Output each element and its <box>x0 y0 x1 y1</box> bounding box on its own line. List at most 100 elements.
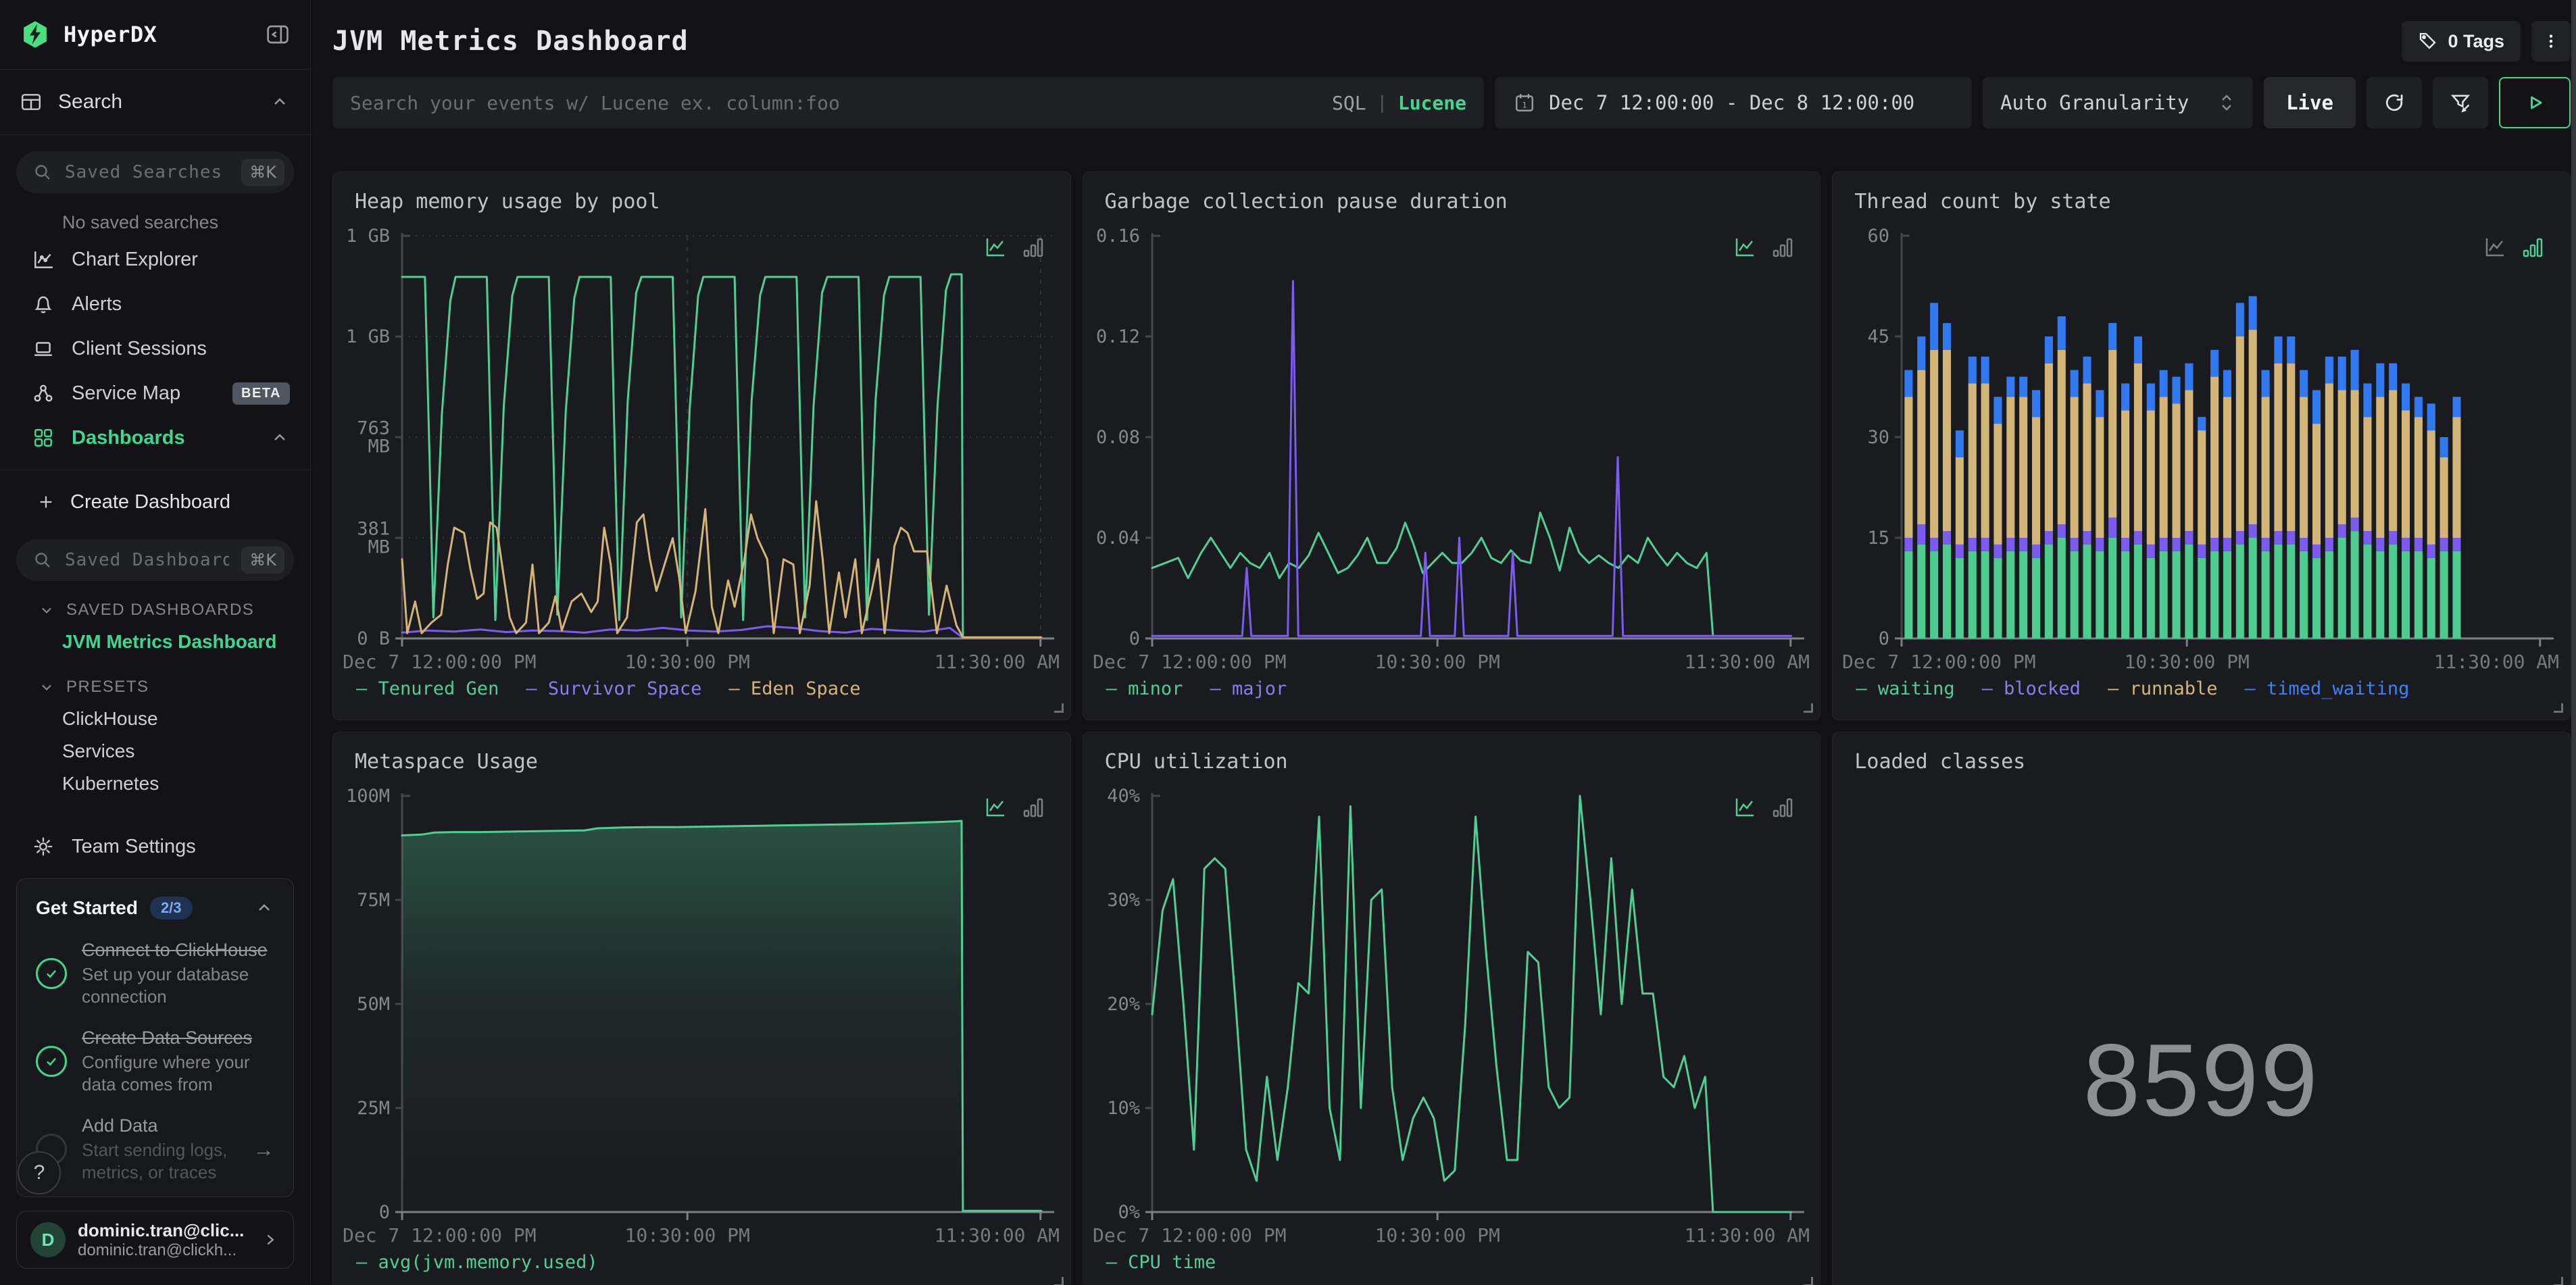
legend-item[interactable]: — Survivor Space <box>526 678 702 699</box>
chart-panel-thread-count: Thread count by state 0 15 30 45 60 Dec 7 12:… <box>1832 172 2571 720</box>
svg-text:40%: 40% <box>1107 786 1140 807</box>
run-query-button[interactable] <box>2499 77 2571 128</box>
tags-button[interactable]: 0 Tags <box>2402 21 2521 61</box>
chart-type-toggle[interactable] <box>984 796 1045 819</box>
saved-dashboards-input[interactable]: Saved Dashboards ⌘K <box>16 539 294 581</box>
saved-searches-input[interactable]: Saved Searches ⌘K <box>16 151 294 193</box>
chart-type-toggle[interactable] <box>2483 236 2544 259</box>
legend-item[interactable]: — Eden Space <box>728 678 861 699</box>
legend-item[interactable]: — avg(jvm.memory.used) <box>356 1252 598 1273</box>
chart-canvas[interactable]: 0 25M 50M 75M 100M Dec 7 12:00:00 PM 10:30:00 … <box>340 785 1061 1246</box>
sidebar-item-service-map[interactable]: Service Map BETA <box>0 371 310 415</box>
sidebar-item-search[interactable]: Search <box>0 69 310 135</box>
resize-handle[interactable] <box>1804 703 1814 713</box>
legend-item[interactable]: — timed_waiting <box>2244 678 2410 699</box>
svg-text:100M: 100M <box>346 786 390 807</box>
legend-item[interactable]: — waiting <box>1856 678 1955 699</box>
sidebar-item-jvm-metrics-dashboard[interactable]: JVM Metrics Dashboard <box>0 626 310 658</box>
more-options-button[interactable] <box>2531 21 2571 61</box>
lucene-toggle[interactable]: Lucene <box>1397 91 1466 114</box>
resize-handle[interactable] <box>1054 703 1064 713</box>
event-search-input[interactable]: Search your events w/ Lucene ex. column:… <box>332 77 1484 128</box>
chart-canvas[interactable]: 0% 10% 20% 30% 40% Dec 7 12:00:00 PM 10:30:00 … <box>1090 785 1811 1246</box>
bar-chart-icon[interactable] <box>1771 236 1794 259</box>
get-started-step-connect[interactable]: Connect to ClickHouse Set up your databa… <box>36 940 274 1007</box>
help-button[interactable]: ? <box>18 1151 61 1194</box>
arrow-right-icon: → <box>253 1136 274 1161</box>
live-button[interactable]: Live <box>2264 77 2356 128</box>
sql-toggle[interactable]: SQL <box>1331 91 1366 114</box>
sidebar-item-services[interactable]: Services <box>0 735 310 767</box>
legend-item[interactable]: — Tenured Gen <box>356 678 499 699</box>
chart-legend: — CPU time <box>1106 1252 1216 1273</box>
bar-chart-icon[interactable] <box>1771 796 1794 819</box>
create-dashboard-button[interactable]: Create Dashboard <box>0 481 310 523</box>
sidebar-item-client-sessions[interactable]: Client Sessions <box>0 326 310 371</box>
refresh-button[interactable] <box>2367 77 2422 128</box>
svg-text:Dec 7 12:00:00 PM: Dec 7 12:00:00 PM <box>343 651 537 672</box>
chart-legend: — Tenured Gen — Survivor Space — Eden Spac… <box>356 678 861 699</box>
sidebar-item-alerts[interactable]: Alerts <box>0 282 310 326</box>
chevron-up-icon[interactable] <box>254 898 274 918</box>
resize-handle[interactable] <box>2553 1277 2563 1285</box>
line-chart-icon[interactable] <box>984 236 1007 259</box>
scrollbar[interactable] <box>2571 0 2576 1285</box>
sidebar-item-chart-explorer[interactable]: Chart Explorer <box>0 237 310 282</box>
sidebar-item-dashboards[interactable]: Dashboards <box>0 415 310 460</box>
saved-searches-placeholder: Saved Searches <box>65 162 223 182</box>
resize-handle[interactable] <box>1804 1277 1814 1285</box>
chart-type-toggle[interactable] <box>1733 236 1794 259</box>
chart-canvas[interactable]: 0 0.04 0.08 0.12 0.16 Dec 7 12:00:00 PM 10:30:… <box>1090 225 1811 673</box>
get-started-step-sources[interactable]: Create Data Sources Configure where your… <box>36 1028 274 1095</box>
bar-chart-icon[interactable] <box>1022 796 1045 819</box>
chart-type-toggle[interactable] <box>1733 796 1794 819</box>
dashboard-grid: Heap memory usage by pool 0 B 381 MB 763 MB 1… <box>332 172 2571 1285</box>
step-description: Configure where your data comes from <box>82 1052 250 1094</box>
svg-text:10:30:00 PM: 10:30:00 PM <box>624 651 749 672</box>
panel-title: Garbage collection pause duration <box>1104 190 1508 213</box>
bar-chart-icon[interactable] <box>2521 236 2544 259</box>
chevron-up-icon[interactable] <box>270 428 290 448</box>
sidebar-item-team-settings[interactable]: Team Settings <box>0 824 310 869</box>
bar-chart-icon[interactable] <box>1022 236 1045 259</box>
resize-handle[interactable] <box>1054 1277 1064 1285</box>
sidebar-item-clickhouse[interactable]: ClickHouse <box>0 703 310 735</box>
svg-text:11:30:00 AM: 11:30:00 AM <box>935 651 1060 672</box>
legend-item[interactable]: — major <box>1210 678 1287 699</box>
line-chart-icon[interactable] <box>1733 796 1756 819</box>
chart-canvas[interactable]: 0 B 381 MB 763 MB 1 GB 1 GB Dec 7 12:00:00 PM 10… <box>340 225 1061 673</box>
page-title: JVM Metrics Dashboard <box>332 26 689 57</box>
chart-panel-heap-memory: Heap memory usage by pool 0 B 381 MB 763 MB 1… <box>332 172 1071 720</box>
panel-title: CPU utilization <box>1104 750 1288 774</box>
legend-item[interactable]: — minor <box>1106 678 1183 699</box>
svg-text:11:30:00 AM: 11:30:00 AM <box>935 1224 1060 1246</box>
filter-button[interactable] <box>2433 77 2488 128</box>
legend-item[interactable]: — blocked <box>1981 678 2081 699</box>
legend-item[interactable]: — runnable <box>2107 678 2218 699</box>
presets-section[interactable]: PRESETS <box>0 672 310 703</box>
svg-text:1: 1 <box>1522 100 1527 109</box>
chevron-right-icon <box>267 1234 274 1245</box>
line-chart-icon[interactable] <box>1733 236 1756 259</box>
date-range-picker[interactable]: 1 Dec 7 12:00:00 - Dec 8 12:00:00 <box>1495 77 1972 128</box>
preset-link-label: Services <box>62 740 135 761</box>
user-menu[interactable]: D dominic.tran@clic... dominic.tran@clic… <box>16 1211 294 1269</box>
granularity-select[interactable]: Auto Granularity <box>1983 77 2253 128</box>
svg-text:60: 60 <box>1868 226 1890 247</box>
step-title: Connect to ClickHouse <box>82 940 268 960</box>
line-chart-icon[interactable] <box>2483 236 2506 259</box>
sidebar-item-kubernetes[interactable]: Kubernetes <box>0 767 310 800</box>
sidebar-collapse-icon[interactable] <box>266 22 290 47</box>
granularity-value: Auto Granularity <box>2000 91 2189 114</box>
line-chart-icon[interactable] <box>984 796 1007 819</box>
search-icon <box>35 165 50 180</box>
chart-type-toggle[interactable] <box>984 236 1045 259</box>
legend-item[interactable]: — CPU time <box>1106 1252 1216 1273</box>
resize-handle[interactable] <box>2553 703 2563 713</box>
event-search-placeholder: Search your events w/ Lucene ex. column:… <box>350 91 840 114</box>
chart-canvas[interactable]: 0 15 30 45 60 Dec 7 12:00:00 PM 10:30:00 PM 11:… <box>1839 225 2560 673</box>
preset-link-label: ClickHouse <box>62 708 158 729</box>
chevron-up-icon[interactable] <box>270 92 290 112</box>
saved-dashboards-section[interactable]: SAVED DASHBOARDS <box>0 595 310 626</box>
get-started-step-add-data[interactable]: Add Data Start sending logs, metrics, or… <box>36 1115 274 1183</box>
